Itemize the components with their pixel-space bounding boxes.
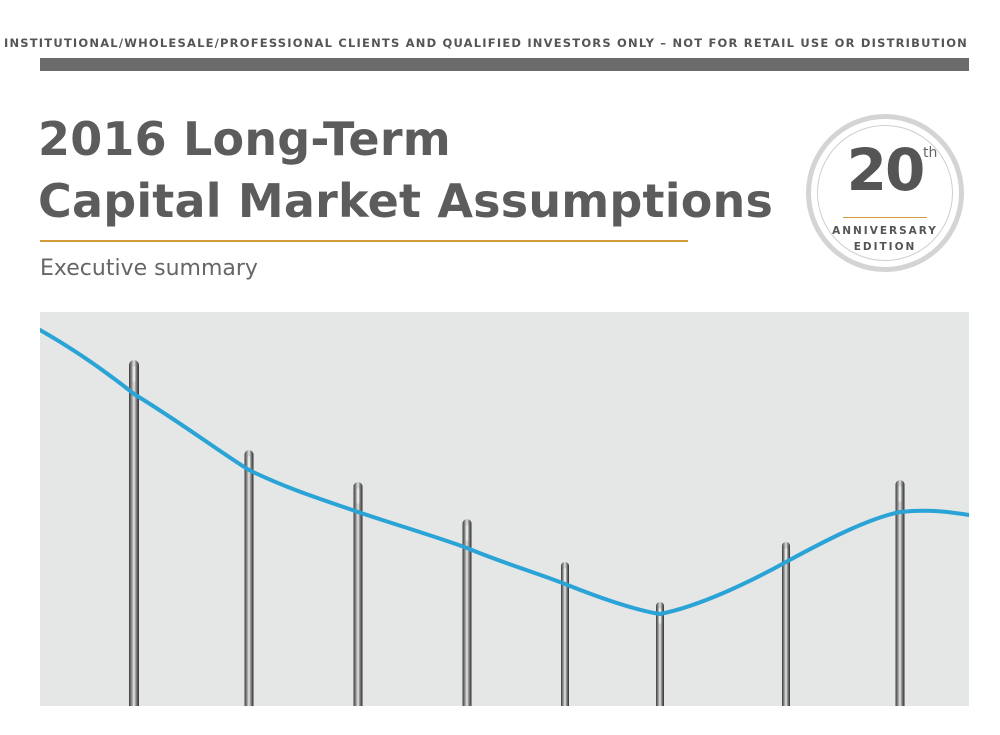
page-title: 2016 Long-Term Capital Market Assumption… [38, 108, 773, 232]
needle-8 [895, 480, 905, 706]
title-line-1: 2016 Long-Term [38, 112, 451, 166]
subtitle: Executive summary [40, 256, 258, 281]
badge-divider [843, 217, 927, 218]
needle-1 [129, 360, 139, 706]
needle-eye-5 [563, 568, 567, 584]
badge-superscript: th [923, 145, 938, 161]
badge-line-1: ANNIVERSARY [832, 225, 938, 237]
needle-6 [656, 602, 664, 706]
blue-thread-line [40, 328, 969, 616]
needle-eye-4 [465, 525, 469, 541]
badge-number: 20 [846, 136, 926, 204]
badge-inner-ring [817, 125, 953, 261]
needle-3 [353, 482, 363, 706]
needle-eye-8 [898, 486, 902, 502]
disclaimer-text: FOR INSTITUTIONAL/WHOLESALE/PROFESSIONAL… [0, 36, 968, 50]
needles-and-thread-illustration [40, 328, 969, 706]
needle-7 [782, 542, 790, 706]
anniversary-badge: 20 th ANNIVERSARY EDITION [806, 114, 964, 272]
title-underline [40, 240, 688, 242]
header-rule [40, 58, 969, 71]
needle-eye-3 [356, 488, 360, 504]
needle-5 [561, 562, 569, 706]
needle-eye-1 [132, 366, 136, 382]
needle-4 [462, 519, 472, 706]
needle-2 [244, 450, 254, 706]
badge-line-2: EDITION [853, 241, 917, 253]
cover-photo [40, 312, 969, 706]
title-line-2: Capital Market Assumptions [38, 174, 774, 228]
